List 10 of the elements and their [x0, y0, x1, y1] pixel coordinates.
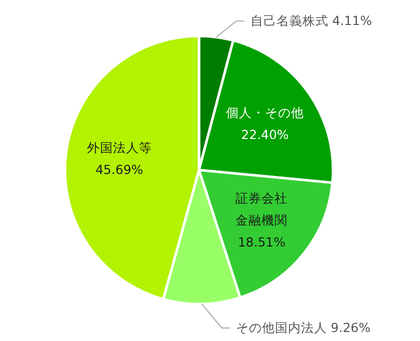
slice-label: 証券会社金融機関 [236, 190, 288, 228]
slice-label: 自己名義株式 [250, 13, 328, 28]
data-label: 18.51% [238, 234, 286, 250]
data-label: 9.26% [330, 320, 371, 335]
data-label: 22.40% [241, 127, 289, 142]
data-label: 45.69% [95, 162, 144, 178]
slice-label: その他国内法人 [236, 320, 327, 335]
slice-label: 外国法人等 [86, 140, 152, 156]
data-label: 4.11% [332, 13, 372, 28]
slice-label: 個人・その他 [226, 105, 304, 120]
